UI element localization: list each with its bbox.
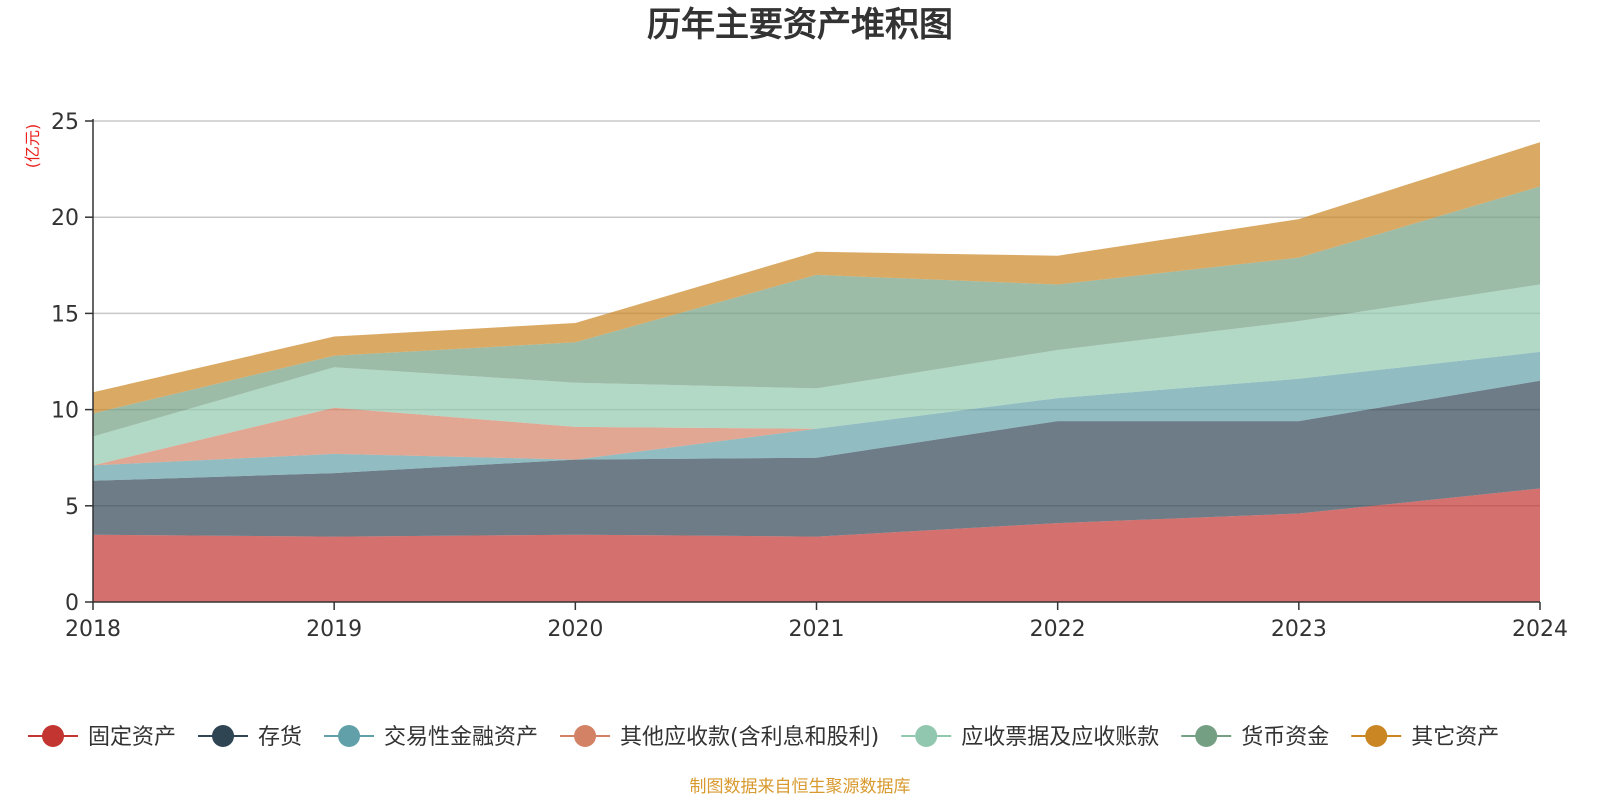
legend-label: 货币资金	[1241, 725, 1329, 750]
y-tick-label: 5	[65, 495, 79, 520]
legend-marker	[1195, 725, 1218, 747]
legend-marker	[212, 725, 235, 747]
area-应收票据及应收账款	[93, 284, 1540, 466]
legend-label: 交易性金融资产	[384, 725, 538, 750]
legend-item[interactable]: 存货	[198, 725, 302, 750]
legend-marker	[915, 725, 938, 747]
legend-label: 存货	[258, 725, 302, 750]
legend: 固定资产 存货 交易性金融资产 其他应收款(含利息和股利) 应收票据及应收账款 货币资金 其…	[28, 725, 1499, 750]
legend-label: 应收票据及应收账款	[961, 725, 1159, 750]
legend-label: 其它资产	[1411, 725, 1499, 750]
legend-item[interactable]: 固定资产	[28, 725, 176, 750]
legend-label: 其他应收款(含利息和股利)	[620, 725, 879, 750]
chart-title: 历年主要资产堆积图	[647, 5, 953, 45]
area-其它资产	[93, 142, 1540, 414]
area-存货	[93, 380, 1540, 537]
x-tick-label: 2023	[1271, 617, 1327, 642]
x-tick-label: 2018	[65, 617, 121, 642]
legend-item[interactable]: 其他应收款(含利息和股利)	[560, 725, 879, 750]
area-交易性金融资产	[93, 351, 1540, 481]
x-tick-label: 2019	[306, 617, 362, 642]
legend-label: 固定资产	[88, 725, 176, 750]
legend-item[interactable]: 货币资金	[1181, 725, 1329, 750]
y-tick-label: 25	[51, 110, 79, 135]
axes: 0 5 10 15 20 25 2018 2019 2020 2021 2022 2023 2024	[51, 110, 1568, 642]
y-tick-label: 10	[51, 399, 79, 424]
legend-item[interactable]: 其它资产	[1351, 725, 1499, 750]
x-tick-label: 2024	[1512, 617, 1568, 642]
area-series	[93, 142, 1540, 602]
data-source-note: 制图数据来自恒生聚源数据库	[690, 777, 911, 797]
area-其他应收款(含利息和股利)	[93, 351, 1540, 466]
x-tick-label: 2021	[789, 617, 845, 642]
legend-item[interactable]: 交易性金融资产	[324, 725, 538, 750]
y-axis-unit-label: (亿元)	[23, 124, 42, 169]
x-tick-label: 2022	[1030, 617, 1086, 642]
y-tick-label: 20	[51, 206, 79, 231]
x-tick-label: 2020	[547, 617, 603, 642]
y-tick-label: 15	[51, 302, 79, 327]
legend-marker	[338, 725, 361, 747]
legend-marker	[42, 725, 64, 747]
y-tick-label: 0	[65, 591, 79, 616]
legend-marker	[1365, 725, 1388, 747]
area-固定资产	[93, 488, 1540, 602]
legend-item[interactable]: 应收票据及应收账款	[901, 725, 1159, 750]
area-货币资金	[93, 186, 1540, 437]
legend-marker	[574, 725, 597, 747]
